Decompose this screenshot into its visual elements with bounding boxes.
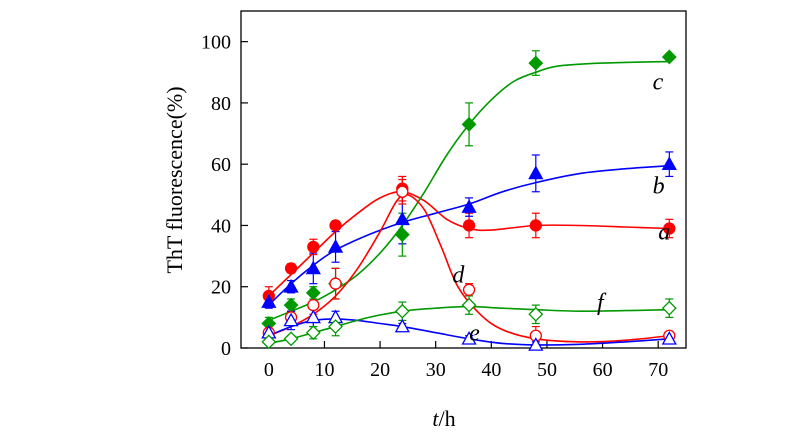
data-point-d bbox=[462, 283, 476, 296]
y-tick-label: 80 bbox=[211, 93, 231, 115]
data-point-e bbox=[305, 309, 321, 324]
data-point-f bbox=[461, 297, 477, 313]
x-tick-label: 10 bbox=[314, 359, 334, 381]
x-tick-label: 50 bbox=[537, 359, 557, 381]
fit-curve-c bbox=[268, 60, 670, 322]
series-label-d: d bbox=[452, 262, 465, 288]
data-point-b bbox=[528, 165, 544, 180]
data-point-d bbox=[307, 298, 320, 312]
data-point-e bbox=[528, 337, 544, 351]
data-point-e bbox=[461, 330, 477, 345]
data-point-d bbox=[329, 277, 342, 290]
data-point-b bbox=[261, 294, 277, 308]
data-point-f bbox=[661, 300, 677, 316]
x-tick-label: 60 bbox=[593, 359, 613, 381]
data-point-b bbox=[327, 239, 344, 253]
axis-ticks: 0 10 20 30 40 50 60 70 0 20 40 60 80 100 bbox=[201, 32, 668, 381]
data-point-c bbox=[528, 55, 544, 71]
x-tick-label: 30 bbox=[426, 359, 446, 381]
data-point-f bbox=[305, 325, 321, 341]
x-tick-label: 70 bbox=[648, 359, 668, 381]
y-tick-label: 100 bbox=[201, 32, 231, 54]
x-tick-label: 40 bbox=[481, 359, 501, 381]
data-point-a bbox=[462, 219, 476, 232]
data-point-c bbox=[305, 285, 321, 301]
data-point-d bbox=[396, 185, 409, 198]
x-tick-label: 20 bbox=[370, 359, 390, 381]
data-point-a bbox=[284, 262, 298, 275]
data-point-a bbox=[307, 240, 320, 254]
x-axis-title-variable: t bbox=[432, 406, 439, 431]
series-label-a: a bbox=[658, 220, 670, 246]
series-label-c: c bbox=[653, 69, 664, 95]
data-point-f bbox=[328, 319, 343, 334]
data-point-f bbox=[394, 303, 410, 319]
data-point-e bbox=[394, 318, 410, 333]
series-labels: ab c d e f bbox=[452, 69, 670, 346]
x-tick-label: 0 bbox=[264, 359, 274, 381]
fit-curve-d bbox=[268, 193, 670, 343]
x-axis-title: t/h bbox=[432, 406, 455, 431]
data-point-a bbox=[529, 219, 542, 232]
y-tick-label: 0 bbox=[221, 338, 231, 360]
series-label-e: e bbox=[469, 321, 480, 347]
y-tick-label: 40 bbox=[211, 215, 231, 237]
y-axis-title: ThT fluorescence(%) bbox=[162, 86, 187, 273]
data-point-b bbox=[461, 199, 477, 213]
data-markers bbox=[261, 49, 677, 351]
series-label-f: f bbox=[597, 290, 607, 316]
data-point-c bbox=[461, 116, 477, 132]
fit-curve-a bbox=[268, 190, 670, 297]
data-point-f bbox=[261, 334, 277, 350]
data-point-c bbox=[661, 49, 677, 65]
data-point-b bbox=[661, 156, 677, 171]
data-point-a bbox=[329, 219, 342, 232]
plot-frame bbox=[240, 10, 687, 349]
data-point-b bbox=[305, 260, 321, 275]
x-axis-title-unit: /h bbox=[439, 406, 456, 431]
data-point-f bbox=[528, 306, 544, 322]
data-point-a bbox=[663, 222, 676, 235]
data-point-b bbox=[394, 211, 410, 226]
y-tick-label: 60 bbox=[211, 154, 231, 176]
y-tick-label: 20 bbox=[211, 277, 231, 299]
data-point-b bbox=[283, 278, 299, 293]
data-point-e bbox=[661, 330, 677, 345]
series-label-b: b bbox=[653, 174, 665, 200]
data-point-f bbox=[283, 331, 299, 347]
data-point-c bbox=[394, 227, 410, 243]
data-point-e bbox=[283, 312, 299, 327]
